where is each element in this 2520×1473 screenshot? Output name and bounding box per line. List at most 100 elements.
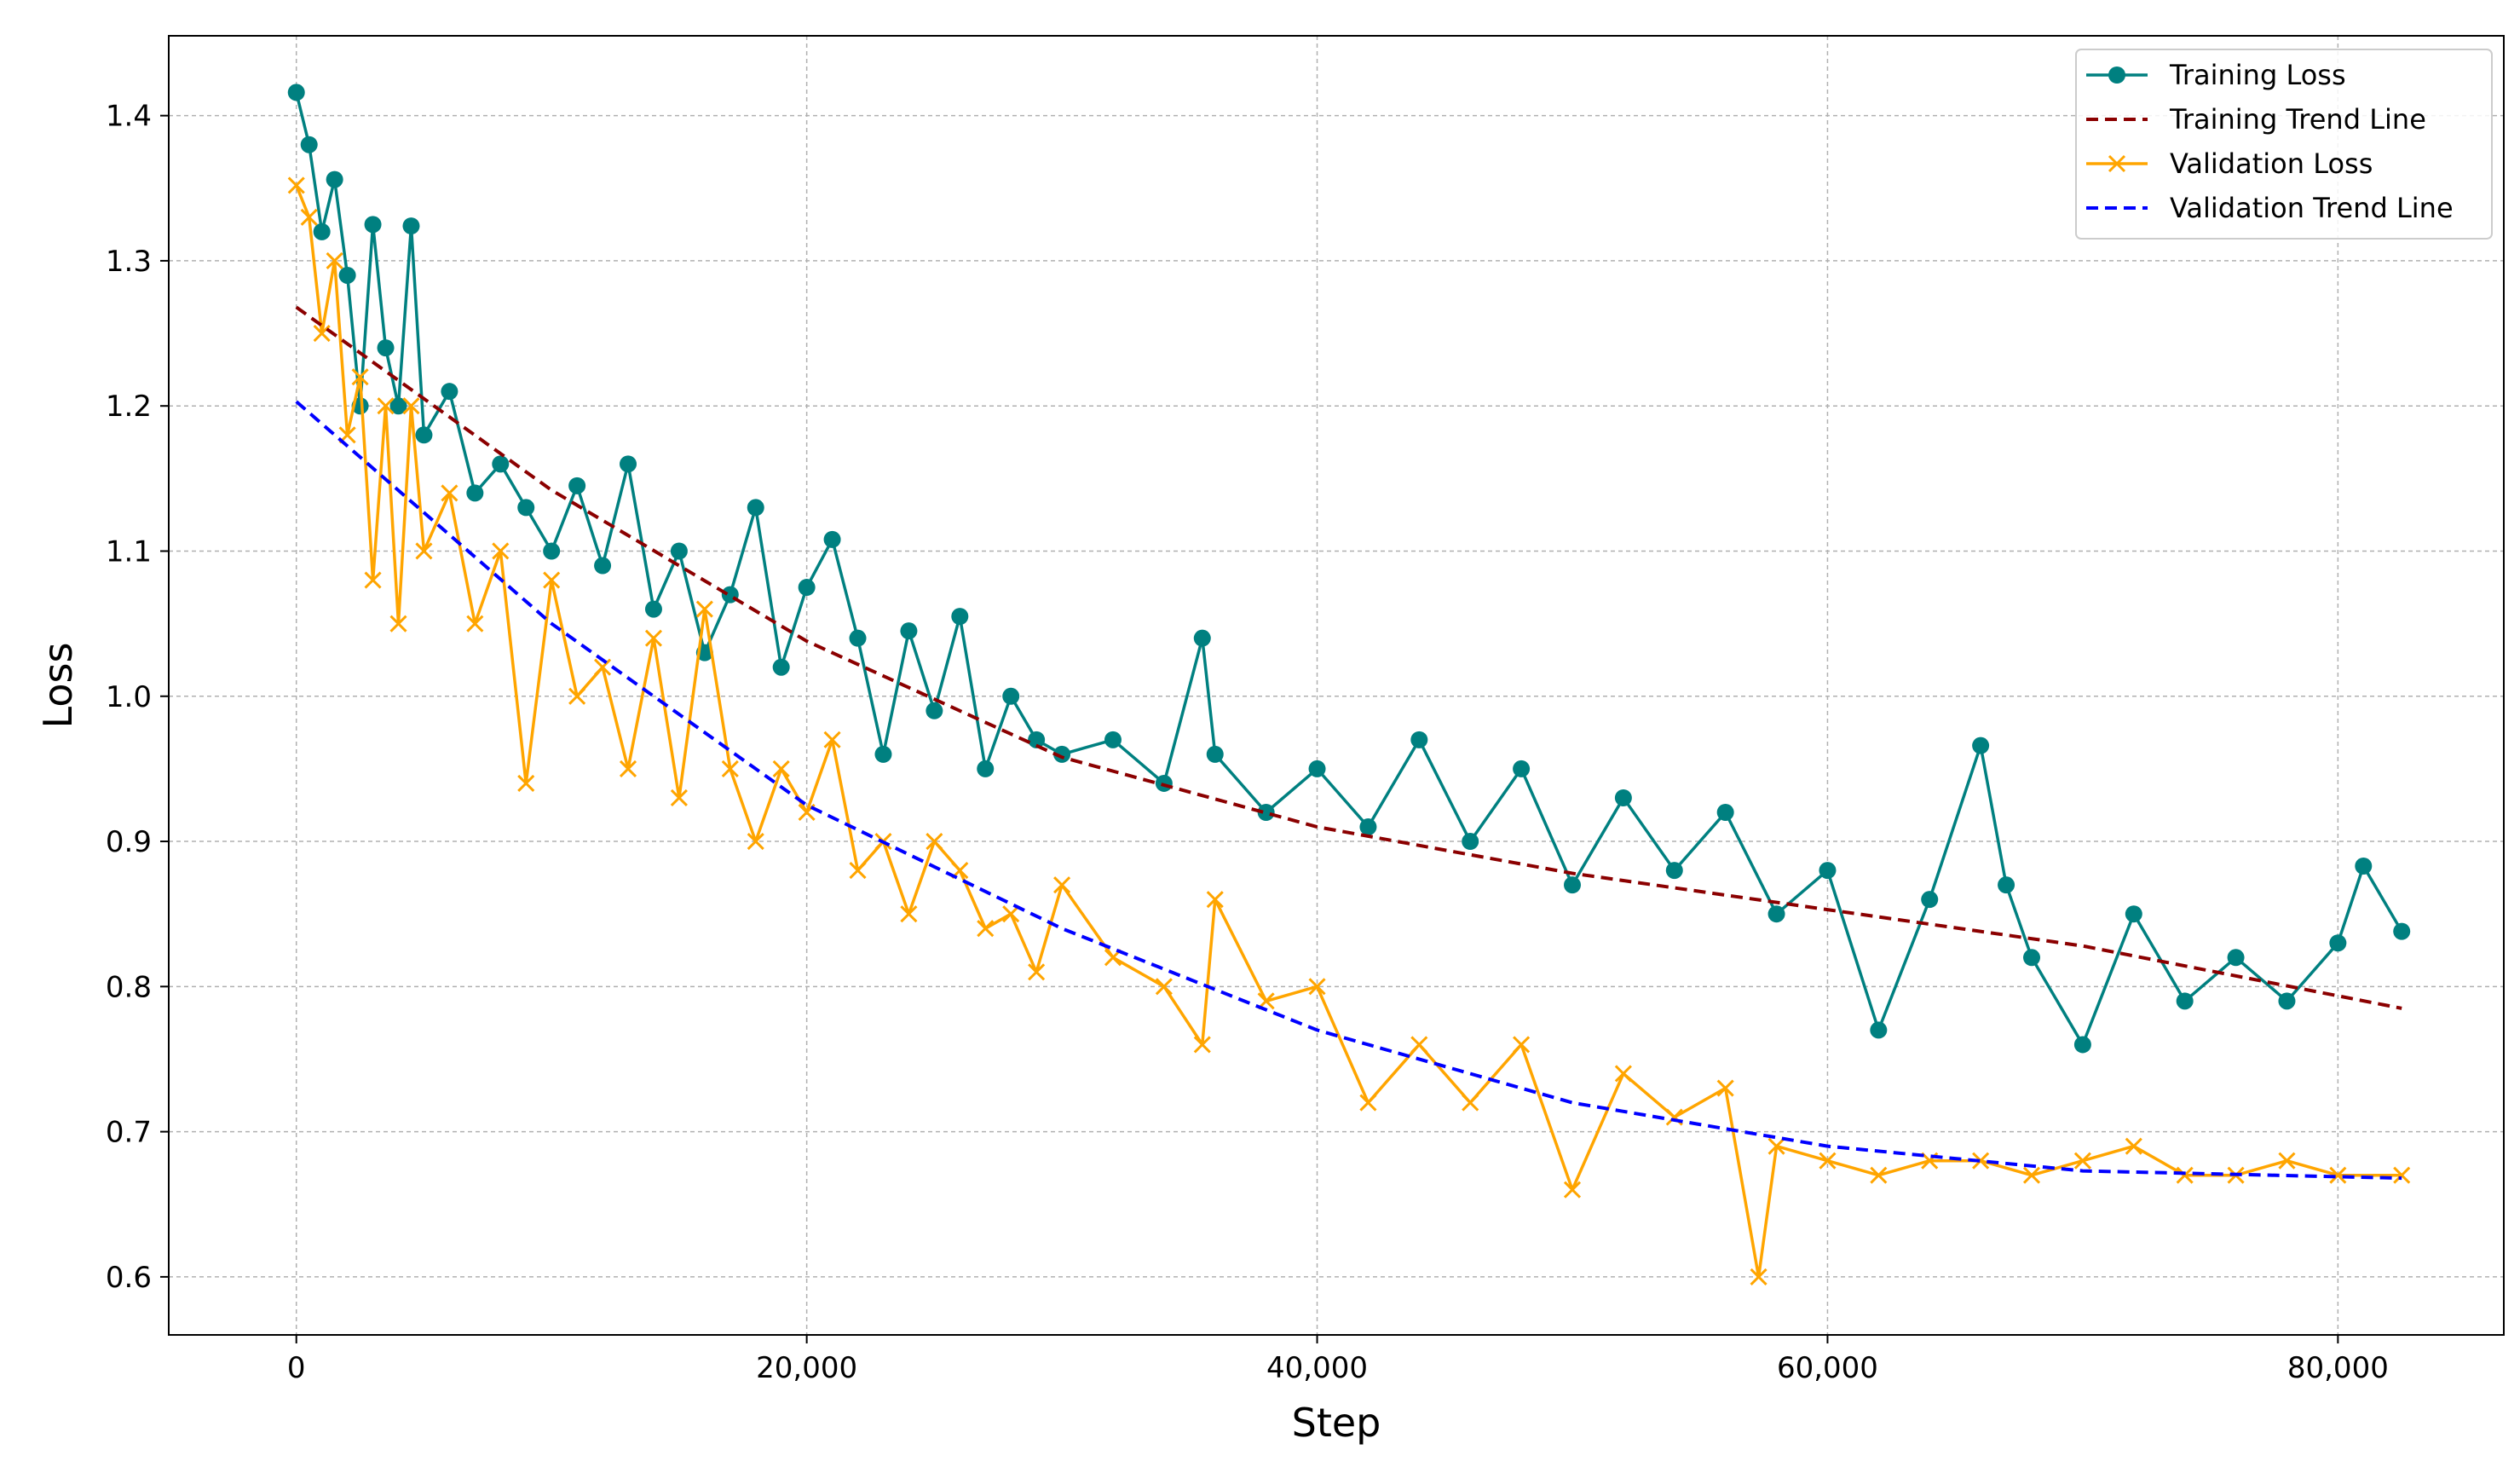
x-tick-label: 60,000 bbox=[1777, 1351, 1878, 1385]
data-point bbox=[823, 530, 841, 548]
legend-label: Training Loss bbox=[2169, 59, 2346, 91]
data-point bbox=[1462, 1094, 1479, 1112]
data-point bbox=[1665, 862, 1683, 880]
data-point bbox=[2176, 992, 2194, 1010]
data-point bbox=[798, 579, 816, 597]
trend-line bbox=[295, 400, 2402, 1181]
legend-entry: Validation Trend Line bbox=[2086, 192, 2454, 224]
data-point bbox=[772, 658, 790, 676]
data-point bbox=[1716, 803, 1734, 821]
data-point bbox=[1257, 803, 1275, 821]
data-point bbox=[849, 862, 867, 880]
data-point bbox=[300, 136, 318, 153]
data-point bbox=[441, 484, 458, 502]
x-tick-label: 40,000 bbox=[1266, 1351, 1368, 1385]
y-tick-label: 0.8 bbox=[106, 970, 152, 1004]
data-point bbox=[2278, 992, 2296, 1010]
data-point bbox=[1972, 1152, 1990, 1170]
trend-line bbox=[295, 305, 2402, 1010]
legend-entry: Training Loss bbox=[2086, 59, 2346, 91]
data-point bbox=[2073, 1152, 2091, 1170]
data-point bbox=[926, 832, 943, 851]
y-tick-label: 0.9 bbox=[106, 825, 152, 859]
plot-frame bbox=[168, 35, 2505, 1336]
data-point bbox=[2125, 905, 2142, 923]
data-point bbox=[287, 84, 305, 101]
y-axis-ticks: 0.6 0.7 0.8 0.9 1.0 1.1 1.2 1.3 1.4 bbox=[106, 100, 169, 1295]
data-point bbox=[1193, 629, 1211, 647]
data-point bbox=[849, 629, 867, 647]
data-point bbox=[402, 217, 420, 235]
data-point bbox=[926, 702, 943, 719]
x-tick-label: 20,000 bbox=[756, 1351, 857, 1385]
data-point bbox=[594, 557, 612, 575]
series-validation-loss bbox=[287, 176, 2411, 1285]
data-point bbox=[466, 615, 484, 633]
data-point bbox=[670, 788, 688, 807]
data-point bbox=[2125, 1137, 2142, 1155]
data-point bbox=[670, 542, 688, 560]
series-training-trend-line bbox=[295, 305, 2402, 1010]
data-point bbox=[2393, 1166, 2411, 1184]
data-point bbox=[900, 905, 918, 923]
data-point bbox=[415, 542, 433, 560]
data-point bbox=[2329, 1166, 2347, 1184]
data-point bbox=[1193, 1036, 1211, 1054]
data-point bbox=[977, 760, 995, 777]
data-point bbox=[823, 731, 841, 748]
data-point bbox=[1359, 1094, 1377, 1112]
data-point bbox=[2023, 949, 2041, 967]
data-point bbox=[1819, 862, 1837, 880]
data-point bbox=[1104, 731, 1122, 748]
data-point bbox=[1002, 687, 1020, 705]
legend-entry: Validation Loss bbox=[2086, 147, 2373, 180]
data-point bbox=[492, 455, 510, 473]
data-point bbox=[364, 216, 382, 234]
legend-box bbox=[2075, 49, 2493, 240]
data-point bbox=[1308, 978, 1326, 996]
data-point bbox=[1563, 876, 1581, 894]
legend-marker bbox=[2108, 154, 2126, 173]
data-point bbox=[1767, 1137, 1785, 1155]
data-point bbox=[2176, 1166, 2194, 1184]
data-point bbox=[1870, 1166, 1888, 1184]
data-point bbox=[351, 368, 369, 386]
data-point bbox=[2355, 857, 2373, 875]
data-point bbox=[2073, 1036, 2091, 1054]
data-point bbox=[543, 571, 561, 589]
y-tick-label: 1.1 bbox=[106, 534, 152, 569]
data-point bbox=[1308, 760, 1326, 777]
data-point bbox=[1716, 1079, 1734, 1097]
data-point bbox=[1155, 978, 1173, 996]
data-point bbox=[1410, 731, 1428, 748]
plot-series bbox=[287, 84, 2411, 1285]
x-axis-ticks: 0 20,000 40,000 60,000 80,000 bbox=[287, 1335, 2389, 1385]
data-point bbox=[415, 426, 433, 444]
legend: Training Loss Training Trend Line Validati… bbox=[2075, 49, 2493, 240]
x-tick-label: 80,000 bbox=[2287, 1351, 2389, 1385]
data-point bbox=[441, 383, 458, 401]
grid-lines bbox=[169, 36, 2504, 1335]
series-validation-trend-line bbox=[295, 400, 2402, 1181]
data-point bbox=[619, 760, 637, 777]
data-point bbox=[644, 600, 662, 618]
data-point bbox=[389, 397, 407, 415]
data-point bbox=[2227, 949, 2245, 967]
data-point bbox=[313, 222, 331, 240]
data-point bbox=[1614, 788, 1632, 806]
data-point bbox=[644, 629, 663, 647]
data-point bbox=[772, 760, 790, 777]
data-point bbox=[338, 266, 356, 284]
data-point bbox=[2022, 1166, 2041, 1184]
legend-label: Validation Trend Line bbox=[2170, 192, 2454, 224]
data-point bbox=[1513, 1036, 1531, 1054]
legend-entry: Training Trend Line bbox=[2086, 103, 2426, 136]
data-point bbox=[1998, 876, 2015, 894]
data-point bbox=[874, 745, 892, 763]
x-axis-title: Step bbox=[1292, 1400, 1381, 1446]
data-point bbox=[1002, 905, 1020, 923]
data-point bbox=[377, 397, 395, 415]
data-point bbox=[1359, 818, 1377, 836]
